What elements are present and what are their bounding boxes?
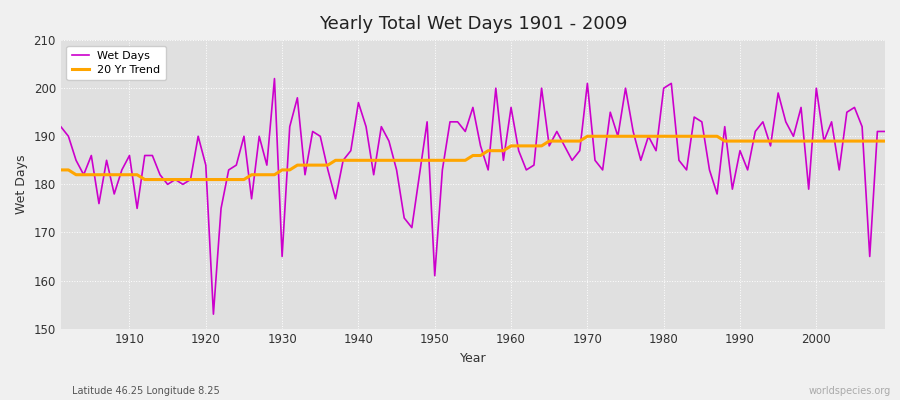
Text: Latitude 46.25 Longitude 8.25: Latitude 46.25 Longitude 8.25 (72, 386, 220, 396)
20 Yr Trend (116, 172, 127, 177)
20 Yr Trend (879, 139, 890, 144)
Text: worldspecies.org: worldspecies.org (809, 386, 891, 396)
Wet Days (300, 172, 310, 177)
20 Yr Trend (56, 168, 67, 172)
Legend: Wet Days, 20 Yr Trend: Wet Days, 20 Yr Trend (67, 46, 166, 80)
20 Yr Trend (338, 158, 348, 163)
Wet Days (513, 148, 524, 153)
Wet Days (879, 129, 890, 134)
20 Yr Trend (613, 134, 624, 139)
Wet Days (613, 134, 624, 139)
Wet Days (208, 312, 219, 316)
20 Yr Trend (292, 163, 302, 168)
X-axis label: Year: Year (460, 352, 486, 365)
Y-axis label: Wet Days: Wet Days (15, 154, 28, 214)
Line: 20 Yr Trend: 20 Yr Trend (61, 136, 885, 180)
Title: Yearly Total Wet Days 1901 - 2009: Yearly Total Wet Days 1901 - 2009 (319, 15, 627, 33)
Wet Days (269, 76, 280, 81)
Line: Wet Days: Wet Days (61, 78, 885, 314)
20 Yr Trend (140, 177, 150, 182)
20 Yr Trend (513, 144, 524, 148)
Wet Days (116, 168, 127, 172)
20 Yr Trend (582, 134, 593, 139)
20 Yr Trend (506, 144, 517, 148)
Wet Days (56, 124, 67, 129)
Wet Days (346, 148, 356, 153)
Wet Days (521, 168, 532, 172)
